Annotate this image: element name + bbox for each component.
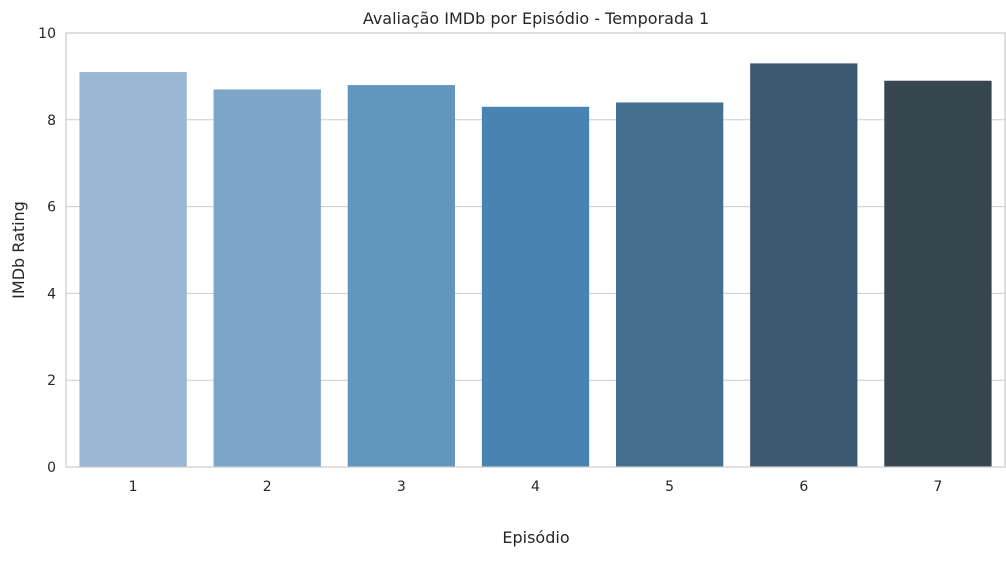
bar-episode-2	[213, 89, 321, 468]
bar-episode-6	[750, 63, 858, 467]
x-tick-label: 3	[397, 479, 406, 495]
x-tick-label: 4	[531, 479, 540, 495]
y-tick-labels: 0 2 4 6 8 10	[38, 26, 56, 476]
x-tick-label: 7	[933, 479, 942, 495]
bar-episode-3	[347, 85, 456, 467]
y-tick-label: 2	[47, 373, 56, 389]
bars	[79, 63, 992, 468]
x-tick-labels: 1 2 3 4 5 6 7	[129, 479, 943, 495]
bar-episode-5	[615, 102, 724, 467]
y-tick-label: 8	[47, 113, 56, 129]
y-tick-label: 4	[47, 286, 56, 302]
y-tick-label: 6	[47, 200, 56, 216]
y-tick-label: 0	[47, 460, 56, 476]
bar-episode-7	[884, 80, 992, 468]
x-tick-label: 6	[799, 479, 808, 495]
y-axis-label: IMDb Rating	[9, 201, 28, 299]
x-tick-label: 2	[263, 479, 272, 495]
x-axis-label: Episódio	[502, 528, 569, 547]
x-tick-label: 5	[665, 479, 674, 495]
bar-episode-4	[481, 106, 590, 467]
x-tick-label: 1	[129, 479, 138, 495]
chart-title: Avaliação IMDb por Episódio - Temporada …	[363, 9, 709, 28]
bar-episode-1	[79, 72, 187, 467]
y-tick-label: 10	[38, 26, 56, 42]
plot-frame	[65, 32, 1006, 468]
